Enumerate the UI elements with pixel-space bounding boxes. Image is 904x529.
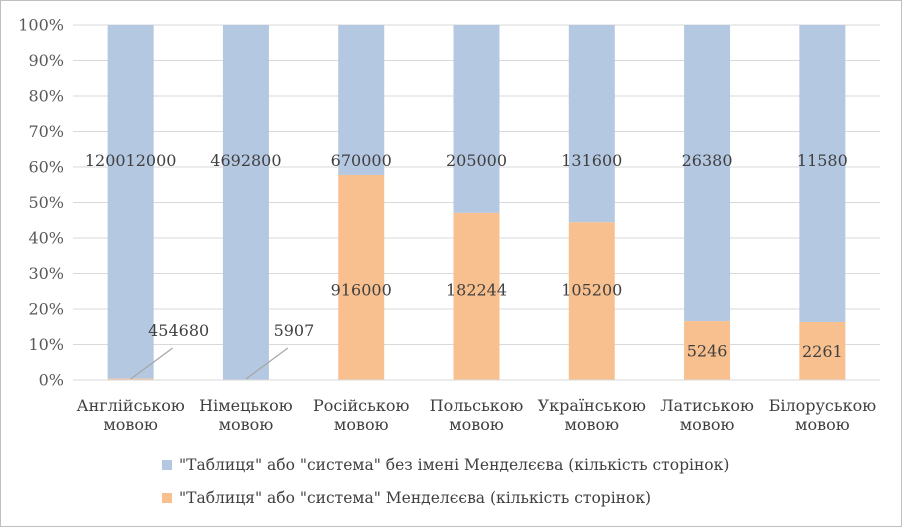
data-label: 5907: [274, 321, 315, 340]
y-tick-label: 10%: [28, 335, 64, 354]
x-category-label: мовою: [680, 415, 735, 434]
data-label: 2261: [802, 342, 843, 361]
data-label: 454680: [148, 321, 209, 340]
x-category-label: Англійською: [76, 396, 184, 415]
data-label: 4692800: [210, 151, 281, 170]
bar-segment-mendeleev: [568, 222, 615, 380]
x-category-label: мовою: [449, 415, 504, 434]
y-tick-label: 100%: [18, 16, 64, 35]
legend-label: "Таблиця" або "система" Менделєєва (кіль…: [179, 489, 651, 507]
legend-swatch: [162, 460, 172, 470]
legend-label: "Таблиця" або "система" без імені Мендел…: [179, 456, 729, 474]
data-label: 105200: [561, 280, 622, 299]
bar-segment-without-name: [107, 25, 154, 379]
data-label: 11580: [797, 151, 848, 170]
x-category-label: мовою: [334, 415, 389, 434]
y-tick-label: 80%: [28, 87, 64, 106]
y-tick-label: 60%: [28, 158, 64, 177]
bar-segment-without-name: [568, 25, 615, 223]
data-label: 182244: [446, 280, 507, 299]
bar-segment-mendeleev: [453, 212, 500, 380]
legend-swatch: [162, 493, 172, 503]
data-label: 5246: [687, 342, 728, 361]
x-category-label: мовою: [564, 415, 619, 434]
y-tick-label: 30%: [28, 264, 64, 283]
y-tick-label: 50%: [28, 193, 64, 212]
x-category-label: Російською: [313, 396, 409, 415]
x-category-label: Латиською: [660, 396, 754, 415]
x-category-label: Німецькою: [199, 396, 293, 415]
x-category-label: Білоруською: [769, 396, 877, 415]
bar-segment-without-name: [684, 25, 731, 322]
y-tick-label: 20%: [28, 300, 64, 319]
data-label: 916000: [331, 280, 392, 299]
bar-segment-without-name: [338, 25, 385, 175]
x-category-label: Українською: [538, 396, 646, 415]
data-label: 670000: [331, 151, 392, 170]
bar-segment-mendeleev: [338, 174, 385, 380]
leader-line: [130, 347, 173, 380]
y-tick-label: 40%: [28, 229, 64, 248]
x-category-label: мовою: [795, 415, 850, 434]
bar-segment-mendeleev: [107, 378, 154, 380]
bar-segment-without-name: [799, 25, 846, 323]
y-tick-label: 0%: [39, 371, 64, 390]
x-category-label: мовою: [103, 415, 158, 434]
bar-segment-without-name: [222, 25, 269, 380]
data-label: 120012000: [85, 151, 177, 170]
data-label: 131600: [561, 151, 622, 170]
bar-segment-without-name: [453, 25, 500, 213]
y-tick-label: 70%: [28, 122, 64, 141]
leader-line: [245, 347, 289, 380]
data-label: 205000: [446, 151, 507, 170]
bar-segment-mendeleev: [799, 322, 846, 380]
y-tick-label: 90%: [28, 51, 64, 70]
x-category-label: Польською: [430, 396, 524, 415]
x-category-label: мовою: [219, 415, 274, 434]
bar-segment-mendeleev: [684, 321, 731, 380]
data-label: 26380: [682, 151, 733, 170]
